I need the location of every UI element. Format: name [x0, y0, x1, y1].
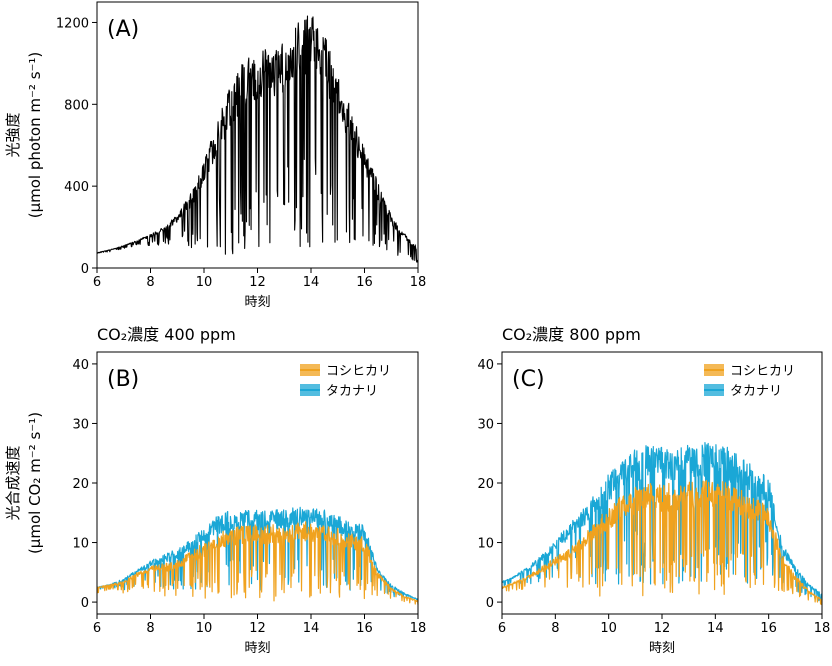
series-line-1 [501, 479, 823, 606]
x-tick-label: 6 [93, 275, 101, 290]
panel-label: (A) [107, 17, 139, 42]
x-tick-label: 16 [356, 621, 373, 636]
y-tick-label: 400 [64, 180, 89, 195]
x-tick-label: 10 [196, 621, 213, 636]
chart-title: CO₂濃度 400 ppm [97, 325, 236, 344]
panel-label: (B) [107, 367, 139, 392]
y-tick-label: 0 [81, 262, 89, 277]
x-tick-label: 18 [814, 621, 831, 636]
panel-label: (C) [512, 367, 545, 392]
x-tick-label: 6 [498, 621, 506, 636]
plot-area [501, 442, 823, 606]
x-tick-label: 18 [410, 275, 427, 290]
y-tick-label: 10 [72, 537, 89, 552]
x-axis-label: 時刻 [649, 641, 675, 656]
x-tick-label: 14 [303, 621, 320, 636]
x-tick-label: 10 [196, 275, 213, 290]
legend-label: タカナリ [730, 384, 782, 399]
y-tick-label: 0 [81, 596, 89, 611]
legend-label: タカナリ [326, 384, 378, 399]
x-tick-label: 10 [600, 621, 617, 636]
y-axis-label: 光強度 [4, 112, 22, 157]
x-tick-label: 12 [249, 275, 266, 290]
y-tick-label: 20 [477, 477, 494, 492]
x-tick-label: 8 [551, 621, 559, 636]
x-axis-label: 時刻 [244, 295, 270, 310]
x-axis-label: 時刻 [244, 641, 270, 656]
x-tick-label: 12 [654, 621, 671, 636]
series-line-1 [96, 521, 419, 605]
y-tick-label: 1200 [56, 16, 89, 31]
y-tick-label: 30 [477, 417, 494, 432]
x-tick-label: 14 [303, 275, 320, 290]
plot-area [96, 506, 419, 605]
series-line-0 [96, 506, 419, 601]
plot-area [96, 15, 419, 263]
x-tick-label: 16 [356, 275, 373, 290]
y-tick-label: 800 [64, 98, 89, 113]
y-axis-label: 光合成速度 [4, 445, 22, 520]
y-tick-label: 0 [486, 596, 494, 611]
y-axis-unit-label: (μmol CO₂ m⁻² s⁻¹) [26, 412, 44, 554]
x-tick-label: 14 [707, 621, 724, 636]
x-tick-label: 12 [249, 621, 266, 636]
y-tick-label: 30 [72, 417, 89, 432]
legend-label: コシヒカリ [326, 364, 391, 379]
plot-frame [96, 1, 419, 269]
x-tick-label: 8 [146, 621, 154, 636]
series-line-0 [96, 15, 419, 263]
chart-title: CO₂濃度 800 ppm [502, 325, 641, 344]
legend-label: コシヒカリ [730, 364, 795, 379]
y-axis-unit-label: (μmol photon m⁻² s⁻¹) [26, 52, 44, 219]
x-tick-label: 8 [146, 275, 154, 290]
y-tick-label: 20 [72, 477, 89, 492]
series-line-0 [501, 442, 823, 602]
y-tick-label: 10 [477, 537, 494, 552]
y-tick-label: 40 [477, 358, 494, 373]
y-tick-label: 40 [72, 358, 89, 373]
x-tick-label: 6 [93, 621, 101, 636]
x-tick-label: 18 [410, 621, 427, 636]
x-tick-label: 16 [760, 621, 777, 636]
